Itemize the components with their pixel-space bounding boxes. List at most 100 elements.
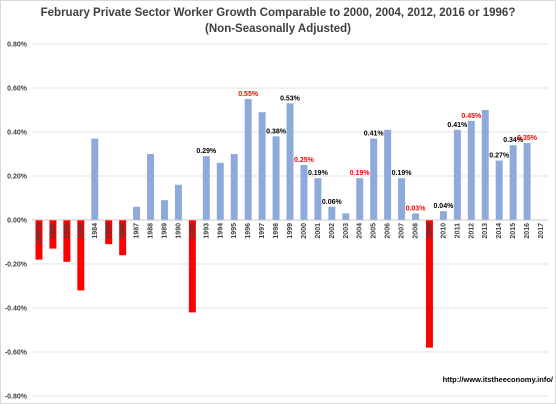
bar-1984 (91, 138, 99, 220)
bar-2001 (314, 178, 322, 220)
x-tick-label: 1982 (64, 223, 71, 239)
x-tick-label: 1999 (287, 223, 294, 239)
bar-2008 (412, 213, 419, 220)
data-label-2011: 0.41% (447, 122, 468, 129)
y-tick-label: 0.00% (7, 218, 28, 225)
bar-2002 (328, 206, 336, 220)
bar-1993 (202, 156, 210, 220)
data-label-2004: 0.19% (350, 170, 371, 177)
bar-2003 (342, 213, 350, 220)
y-tick-label: 0.40% (7, 130, 28, 137)
x-tick-label: 2017 (538, 223, 545, 239)
x-tick-label: 2004 (357, 223, 364, 239)
x-tick-label: 2000 (301, 223, 308, 239)
x-tick-label: 1991 (189, 223, 196, 239)
bar-2014 (495, 160, 503, 220)
x-tick-label: 1995 (231, 223, 238, 239)
data-label-2012: 0.45% (461, 113, 482, 120)
bar-1988 (147, 154, 155, 220)
x-axis-ticks: 1980.5 1981 1982 1983 1984 1985 1986 1987 1988 19… (36, 223, 545, 245)
bar-1983 (77, 220, 85, 291)
x-tick-label: 1986 (120, 223, 127, 239)
data-label-1998: 0.38% (266, 128, 287, 135)
bar-2000 (300, 165, 308, 220)
x-tick-label: 2012 (468, 223, 475, 239)
y-tick-label: -0.40% (5, 306, 28, 313)
bar-1994 (216, 162, 224, 220)
data-label-2008: 0.03% (406, 205, 427, 212)
x-tick-label: 2013 (482, 223, 489, 239)
bar-1980.5 (35, 220, 43, 260)
x-tick-label: 2005 (371, 223, 378, 239)
bar-1986 (119, 220, 127, 256)
x-tick-label: 1984 (92, 223, 99, 239)
bar-1981 (49, 220, 57, 249)
data-label-1993: 0.29% (196, 148, 217, 155)
x-tick-label: 2003 (343, 223, 350, 239)
data-label-2016: 0.35% (517, 135, 538, 142)
y-tick-label: 0.60% (7, 86, 28, 93)
bar-1990 (174, 184, 182, 220)
x-tick-label: 2007 (399, 223, 406, 239)
x-tick-label: 1997 (259, 223, 266, 239)
x-tick-label: 2011 (454, 223, 461, 238)
data-label-2014: 0.27% (489, 153, 510, 160)
x-tick-label: 1987 (134, 223, 141, 239)
x-tick-label: 1988 (148, 223, 155, 239)
bar-2009 (425, 220, 433, 348)
bar-1989 (161, 200, 168, 220)
x-tick-label: 1990 (175, 223, 182, 239)
bar-1998 (272, 136, 280, 220)
source-text: http://www.itstheeconomy.info/ (443, 375, 554, 384)
y-axis-ticks: 0.80% 0.60% 0.40% 0.20% 0.00% -0.20% -0.40% -0.… (5, 42, 28, 401)
x-tick-label: 1998 (273, 223, 280, 239)
x-tick-label: 2006 (385, 223, 392, 239)
chart-title: February Private Sector Worker Growth Co… (40, 7, 516, 19)
data-label-1999: 0.53% (280, 95, 301, 102)
bar-2005 (370, 138, 378, 220)
data-label-1996: 0.55% (238, 91, 259, 98)
bars (35, 99, 531, 348)
bar-2010 (439, 211, 447, 220)
x-tick-label: 1996 (245, 223, 252, 239)
x-tick-label: 1994 (217, 223, 224, 239)
bar-2011 (453, 129, 461, 220)
bar-2013 (481, 110, 489, 220)
x-tick-label: 1983 (78, 223, 85, 239)
data-label-2001: 0.19% (308, 170, 329, 177)
bar-2006 (384, 129, 392, 220)
y-tick-label: 0.80% (7, 42, 28, 49)
bar-2012 (467, 121, 475, 220)
x-tick-label: 1980.5 (36, 223, 43, 245)
bar-1997 (258, 112, 266, 220)
y-tick-label: -0.80% (5, 394, 28, 401)
x-tick-label: 2015 (510, 223, 517, 239)
data-label-2007: 0.19% (392, 170, 413, 177)
bar-1987 (133, 206, 141, 220)
x-tick-label: 2001 (315, 223, 322, 239)
x-tick-label: 2016 (524, 223, 531, 239)
data-labels: 0.29% 0.55% 0.38% 0.53% 0.25% 0.19% 0.06% 0.19%… (196, 91, 537, 212)
x-tick-label: 2002 (329, 223, 336, 239)
bar-2007 (398, 178, 406, 220)
bar-1985 (105, 220, 113, 245)
x-tick-label: 2008 (413, 223, 420, 239)
bar-1999 (286, 103, 294, 220)
x-tick-label: 1993 (203, 223, 210, 239)
bar-2004 (356, 178, 364, 220)
bar-2015 (509, 145, 517, 220)
y-tick-label: -0.60% (5, 350, 28, 357)
bar-1991 (188, 220, 196, 313)
x-tick-label: 2010 (440, 223, 447, 239)
bar-1982 (63, 220, 71, 262)
x-tick-label: 2009 (426, 223, 433, 239)
x-tick-label: 1981 (50, 223, 57, 239)
data-label-2010: 0.04% (433, 203, 454, 210)
y-tick-label: 0.20% (7, 174, 28, 181)
x-tick-label: 1989 (161, 223, 168, 239)
data-label-2000: 0.25% (294, 157, 315, 164)
chart-subtitle: (Non-Seasonally Adjusted) (205, 23, 351, 35)
bar-2016 (523, 143, 531, 220)
data-label-2002: 0.06% (322, 199, 343, 206)
